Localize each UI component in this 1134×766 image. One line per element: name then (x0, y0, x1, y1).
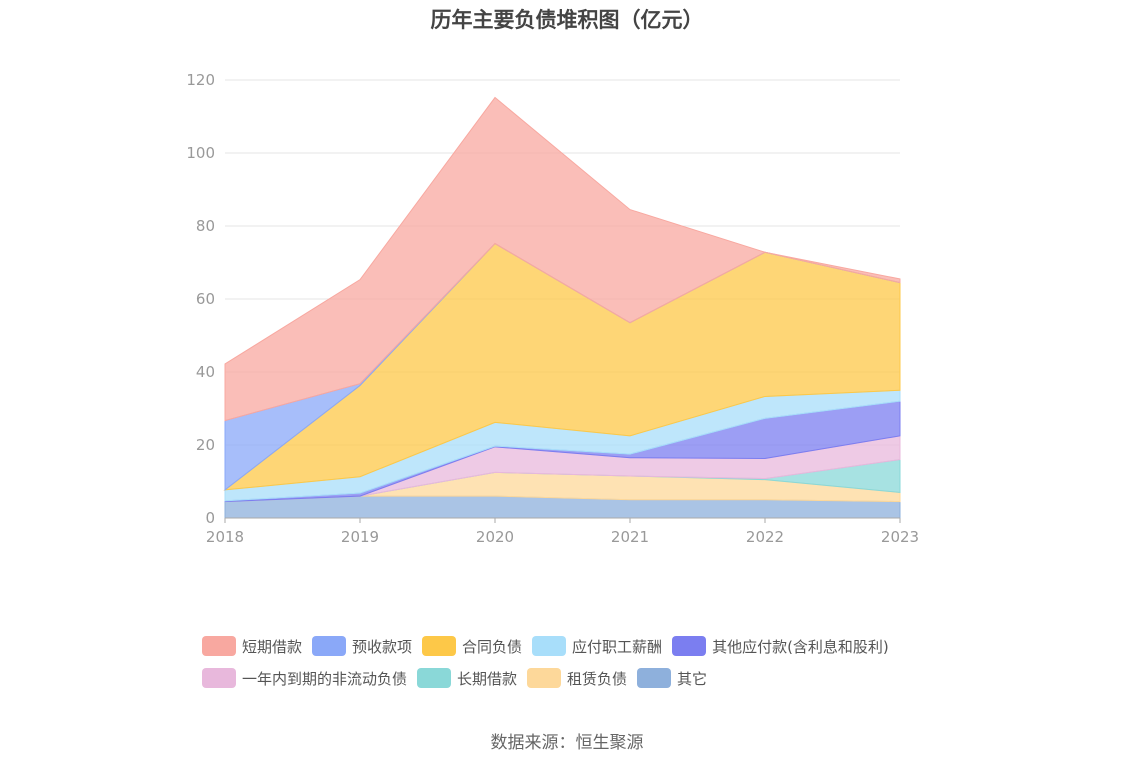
legend-item[interactable]: 长期借款 (417, 668, 517, 689)
x-tick-label: 2018 (206, 528, 244, 546)
legend-label: 其他应付款(含利息和股利) (712, 637, 889, 656)
x-tick-label: 2021 (611, 528, 649, 546)
legend-label: 其它 (677, 669, 708, 688)
legend-item[interactable]: 其他应付款(含利息和股利) (672, 636, 889, 657)
y-tick-label: 100 (186, 144, 215, 162)
y-tick-label: 80 (196, 217, 215, 235)
legend-row: 短期借款 预收款项 合同负债 应付职工薪酬 其他应付款(含利息和股利) (202, 630, 962, 662)
legend: 短期借款 预收款项 合同负债 应付职工薪酬 其他应付款(含利息和股利) 一年内到期的非流动… (202, 630, 962, 694)
x-tick-label: 2022 (746, 528, 784, 546)
chart-title: 历年主要负债堆积图（亿元） (430, 8, 704, 32)
legend-swatch (637, 668, 672, 688)
y-tick-label: 40 (196, 363, 215, 381)
area-series-8 (224, 96, 901, 422)
area-layer (223, 96, 901, 519)
legend-row: 一年内到期的非流动负债 长期借款 租赁负债 其它 (202, 662, 962, 694)
legend-label: 应付职工薪酬 (572, 637, 663, 656)
x-tick-label: 2020 (476, 528, 514, 546)
legend-swatch (527, 668, 562, 688)
legend-item[interactable]: 短期借款 (202, 636, 302, 657)
legend-item[interactable]: 合同负债 (422, 636, 522, 657)
legend-swatch (202, 668, 236, 688)
legend-item[interactable]: 预收款项 (312, 636, 412, 657)
legend-swatch (422, 636, 457, 656)
legend-label: 合同负债 (462, 637, 523, 656)
legend-swatch (672, 636, 707, 656)
y-tick-label: 0 (205, 509, 215, 527)
y-tick-label: 20 (196, 436, 215, 454)
legend-item[interactable]: 租赁负债 (527, 668, 627, 689)
legend-label: 一年内到期的非流动负债 (242, 669, 408, 688)
legend-label: 短期借款 (242, 637, 303, 656)
stacked-area-chart: 0 20 40 60 80 100 120 2018 2019 2020 2021 2022 2023 (186, 71, 919, 546)
legend-swatch (312, 636, 347, 656)
x-tick-label: 2019 (341, 528, 379, 546)
legend-item[interactable]: 其它 (637, 668, 707, 689)
y-tick-label: 60 (196, 290, 215, 308)
legend-item[interactable]: 一年内到期的非流动负债 (202, 668, 407, 689)
legend-label: 租赁负债 (567, 669, 628, 688)
legend-label: 长期借款 (457, 669, 518, 688)
legend-swatch (532, 636, 567, 656)
legend-label: 预收款项 (352, 637, 413, 656)
legend-item[interactable]: 应付职工薪酬 (532, 636, 662, 657)
data-source-note: 数据来源：恒生聚源 (490, 733, 644, 753)
axis-layer: 0 20 40 60 80 100 120 2018 2019 2020 2021 2022 2023 (186, 71, 919, 546)
legend-swatch (202, 636, 236, 656)
y-tick-label: 120 (186, 71, 215, 89)
x-tick-label: 2023 (881, 528, 919, 546)
legend-swatch (417, 668, 452, 688)
